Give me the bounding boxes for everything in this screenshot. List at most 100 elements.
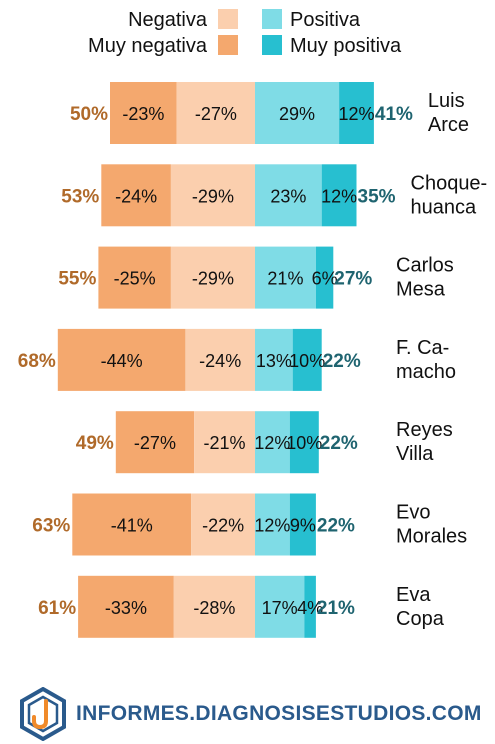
legend-swatch-negativa xyxy=(218,9,238,29)
data-label-muy-negativa: -41% xyxy=(111,516,153,536)
total-negative-label: 55% xyxy=(58,269,96,290)
bar-positiva xyxy=(255,82,340,144)
category-label-line: huanca xyxy=(411,196,477,218)
total-positive-label: 22% xyxy=(320,433,358,454)
category-label: Choque-huanca xyxy=(411,172,488,218)
data-label-positiva: 29% xyxy=(279,104,315,124)
total-positive-label: 22% xyxy=(317,516,355,537)
data-label-muy-negativa: -25% xyxy=(114,269,156,289)
data-label-muy-negativa: -33% xyxy=(105,598,147,618)
total-negative-label: 49% xyxy=(76,433,114,454)
bar-positiva xyxy=(255,575,305,638)
legend-label-muy-negativa: Muy negativa xyxy=(88,35,208,57)
data-label-negativa: -22% xyxy=(202,516,244,536)
legend-swatch-muy-positiva xyxy=(262,35,282,55)
category-label-line: Choque- xyxy=(411,172,488,194)
chart-bars: -23% -27% 29% 12% 50% 41% Luis Arce -24% -29% 23% 1… xyxy=(18,82,487,638)
category-label: Carlos Mesa xyxy=(396,255,454,301)
data-label-muy-positiva: 9% xyxy=(290,516,316,536)
bar-muy-negativa xyxy=(72,493,192,556)
bar-row: -41% -22% 12% 9% 63% 22% Evo Morales xyxy=(32,493,467,556)
data-label-negativa: -24% xyxy=(199,351,241,371)
data-label-positiva: 12% xyxy=(254,516,290,536)
bar-muy-negativa xyxy=(78,575,174,638)
bar-negativa xyxy=(170,164,255,227)
total-positive-label: 35% xyxy=(358,186,396,207)
legend-label-muy-positiva: Muy positiva xyxy=(290,35,402,57)
category-label-line: Evo xyxy=(396,502,430,524)
total-negative-label: 63% xyxy=(32,516,70,537)
category-label-line: Carlos xyxy=(396,255,454,277)
data-label-negativa: -27% xyxy=(195,104,237,124)
bar-muy-positiva xyxy=(321,164,357,227)
bar-negativa xyxy=(194,411,255,474)
bar-muy-negativa xyxy=(110,82,177,144)
bar-muy-negativa xyxy=(115,411,195,474)
category-label-line: Eva xyxy=(396,584,431,606)
bar-muy-positiva xyxy=(289,411,319,474)
bar-muy-positiva xyxy=(304,575,316,638)
data-label-positiva: 13% xyxy=(256,351,292,371)
bar-positiva xyxy=(255,493,290,556)
total-negative-label: 68% xyxy=(18,351,56,372)
bar-row: -33% -28% 17% 4% 61% 21% Eva Copa xyxy=(38,575,445,638)
data-label-muy-positiva: 10% xyxy=(286,433,322,453)
bar-row: -27% -21% 12%10% 49% 22% Reyes Villa xyxy=(76,411,453,474)
data-label-muy-positiva: 10% xyxy=(289,351,325,371)
data-label-muy-positiva: 4% xyxy=(297,598,323,618)
total-positive-label: 27% xyxy=(334,269,372,290)
bar-negativa xyxy=(176,82,255,144)
total-positive-label: 21% xyxy=(317,598,355,619)
bar-negativa xyxy=(170,246,255,309)
category-label-line: Arce xyxy=(428,114,469,136)
total-negative-label: 61% xyxy=(38,598,76,619)
bar-muy-negativa xyxy=(98,246,171,309)
category-label: Evo Morales xyxy=(396,502,467,548)
bar-row: -24% -29% 23% 12% 53% 35% Choque-huanca xyxy=(61,164,488,227)
bar-row: -25% -29% 21% 6% 55% 27% Carlos Mesa xyxy=(58,246,454,309)
category-label: Luis Arce xyxy=(428,90,469,136)
data-label-positiva: 17% xyxy=(262,598,298,618)
category-label-line: Reyes xyxy=(396,419,453,441)
legend-swatch-muy-negativa xyxy=(218,35,238,55)
category-label-line: macho xyxy=(396,361,456,383)
diagnosis-logo-icon xyxy=(20,687,66,741)
data-label-negativa: -28% xyxy=(193,598,235,618)
bar-muy-positiva xyxy=(289,493,316,556)
category-label-line: Luis xyxy=(428,90,465,112)
total-negative-label: 50% xyxy=(70,104,108,125)
legend-label-positiva: Positiva xyxy=(290,9,361,31)
footer: INFORMES.DIAGNOSISESTUDIOS.COM xyxy=(20,684,482,744)
bar-positiva xyxy=(255,328,293,391)
category-label-line: Mesa xyxy=(396,279,446,301)
chart-legend: Negativa Muy negativa Positiva Muy positiva xyxy=(88,9,402,57)
category-label-line: F. Ca- xyxy=(396,337,449,359)
data-label-muy-negativa: -23% xyxy=(122,104,164,124)
data-label-muy-positiva: 12% xyxy=(338,104,374,124)
bar-muy-positiva xyxy=(292,328,322,391)
category-label: Eva Copa xyxy=(396,584,445,630)
bar-positiva xyxy=(255,246,316,309)
data-label-positiva: 12% xyxy=(254,433,290,453)
bar-negativa xyxy=(185,328,255,391)
category-label-line: Villa xyxy=(396,443,434,465)
bar-row: -44% -24% 13%10% 68% 22% F. Ca-macho xyxy=(18,328,456,391)
data-label-negativa: -29% xyxy=(192,186,234,206)
bar-negativa xyxy=(173,575,255,638)
diverging-stacked-bar-chart: Negativa Muy negativa Positiva Muy positiva… xyxy=(18,9,487,638)
data-label-positiva: 23% xyxy=(270,186,306,206)
bar-negativa xyxy=(191,493,255,556)
site-url: INFORMES.DIAGNOSISESTUDIOS.COM xyxy=(76,702,482,725)
data-label-muy-negativa: -44% xyxy=(101,351,143,371)
bar-positiva xyxy=(255,411,290,474)
data-label-muy-positiva: 6% xyxy=(312,269,338,289)
bar-row: -23% -27% 29% 12% 50% 41% Luis Arce xyxy=(70,82,469,144)
category-label: F. Ca-macho xyxy=(396,337,456,383)
data-label-muy-negativa: -24% xyxy=(115,186,157,206)
data-label-muy-negativa: -27% xyxy=(134,433,176,453)
data-label-positiva: 21% xyxy=(267,269,303,289)
legend-swatch-positiva xyxy=(262,9,282,29)
total-negative-label: 53% xyxy=(61,186,99,207)
data-label-negativa: -21% xyxy=(204,433,246,453)
bar-muy-negativa xyxy=(101,164,171,227)
